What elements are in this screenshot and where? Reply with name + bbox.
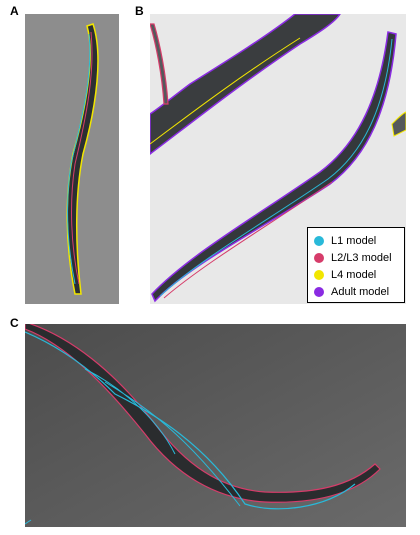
panel-c-image xyxy=(25,324,406,527)
legend-item: L2/L3 model xyxy=(314,249,398,266)
panel-label-a: A xyxy=(10,4,19,18)
worm-c-l1-contour-extra xyxy=(84,368,241,507)
legend-label: L2/L3 model xyxy=(331,251,392,264)
legend-label: Adult model xyxy=(331,285,390,298)
legend-swatch-l23 xyxy=(314,252,324,263)
worm-b-diagonal xyxy=(151,31,397,303)
legend-label: L4 model xyxy=(331,268,377,281)
worm-b-diagonal-l1-contour xyxy=(159,38,393,297)
worm-c-corner-mark xyxy=(25,519,32,525)
worm-a-l23-contour xyxy=(71,31,93,285)
legend-item: L1 model xyxy=(314,232,398,249)
legend-swatch-l1 xyxy=(314,235,324,246)
panel-b-image xyxy=(150,14,406,304)
worm-c-l1-contour xyxy=(25,331,356,510)
worm-b-top-l4-contour xyxy=(150,37,301,145)
worm-b-left xyxy=(150,23,169,105)
worm-a-l1-contour xyxy=(67,33,91,285)
legend-item: Adult model xyxy=(314,283,398,300)
panel-label-b: B xyxy=(135,4,144,18)
worm-b-top xyxy=(150,14,341,155)
legend-swatch-adult xyxy=(314,286,324,297)
panel-a-image xyxy=(25,14,119,304)
panel-label-c: C xyxy=(10,316,19,330)
worm-b-diagonal-l23-contour xyxy=(163,181,333,299)
worm-b-right-edge xyxy=(391,111,406,137)
legend-swatch-l4 xyxy=(314,269,324,280)
legend: L1 model L2/L3 model L4 model Adult mode… xyxy=(307,227,405,303)
worm-c-body xyxy=(25,324,381,503)
legend-label: L1 model xyxy=(331,234,377,247)
legend-item: L4 model xyxy=(314,266,398,283)
